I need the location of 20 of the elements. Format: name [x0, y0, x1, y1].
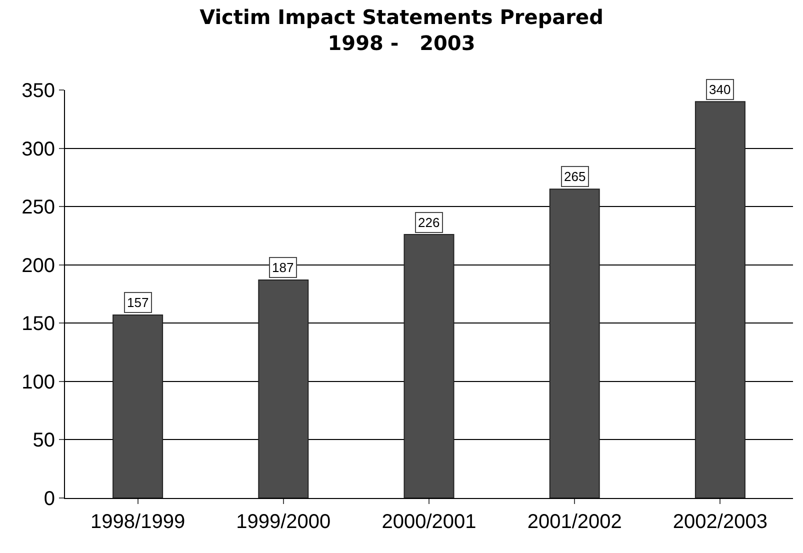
- x-tick-label: 2000/2001: [382, 511, 476, 533]
- y-tick-label: 50: [32, 430, 55, 452]
- chart-title: Victim Impact Statements Prepared: [200, 5, 604, 29]
- x-tick-label: 2001/2002: [527, 511, 622, 533]
- data-label: 226: [418, 215, 440, 230]
- y-tick-label: 150: [22, 313, 55, 336]
- data-label: 340: [709, 82, 731, 97]
- y-tick-label: 300: [22, 138, 55, 160]
- data-label: 265: [564, 169, 586, 184]
- y-tick-label: 250: [22, 196, 55, 219]
- y-tick-label: 0: [44, 488, 55, 510]
- x-tick-label: 2002/2003: [672, 511, 768, 533]
- chart-subtitle: 1998 - 2003: [328, 31, 476, 55]
- y-tick-label: 200: [22, 254, 55, 277]
- data-label: 157: [127, 295, 149, 310]
- y-tick-label: 350: [22, 80, 55, 102]
- y-tick-label: 100: [22, 371, 55, 394]
- x-tick-label: 1999/2000: [236, 511, 331, 533]
- x-tick-label: 1998/1999: [90, 511, 186, 533]
- data-label: 187: [272, 260, 294, 275]
